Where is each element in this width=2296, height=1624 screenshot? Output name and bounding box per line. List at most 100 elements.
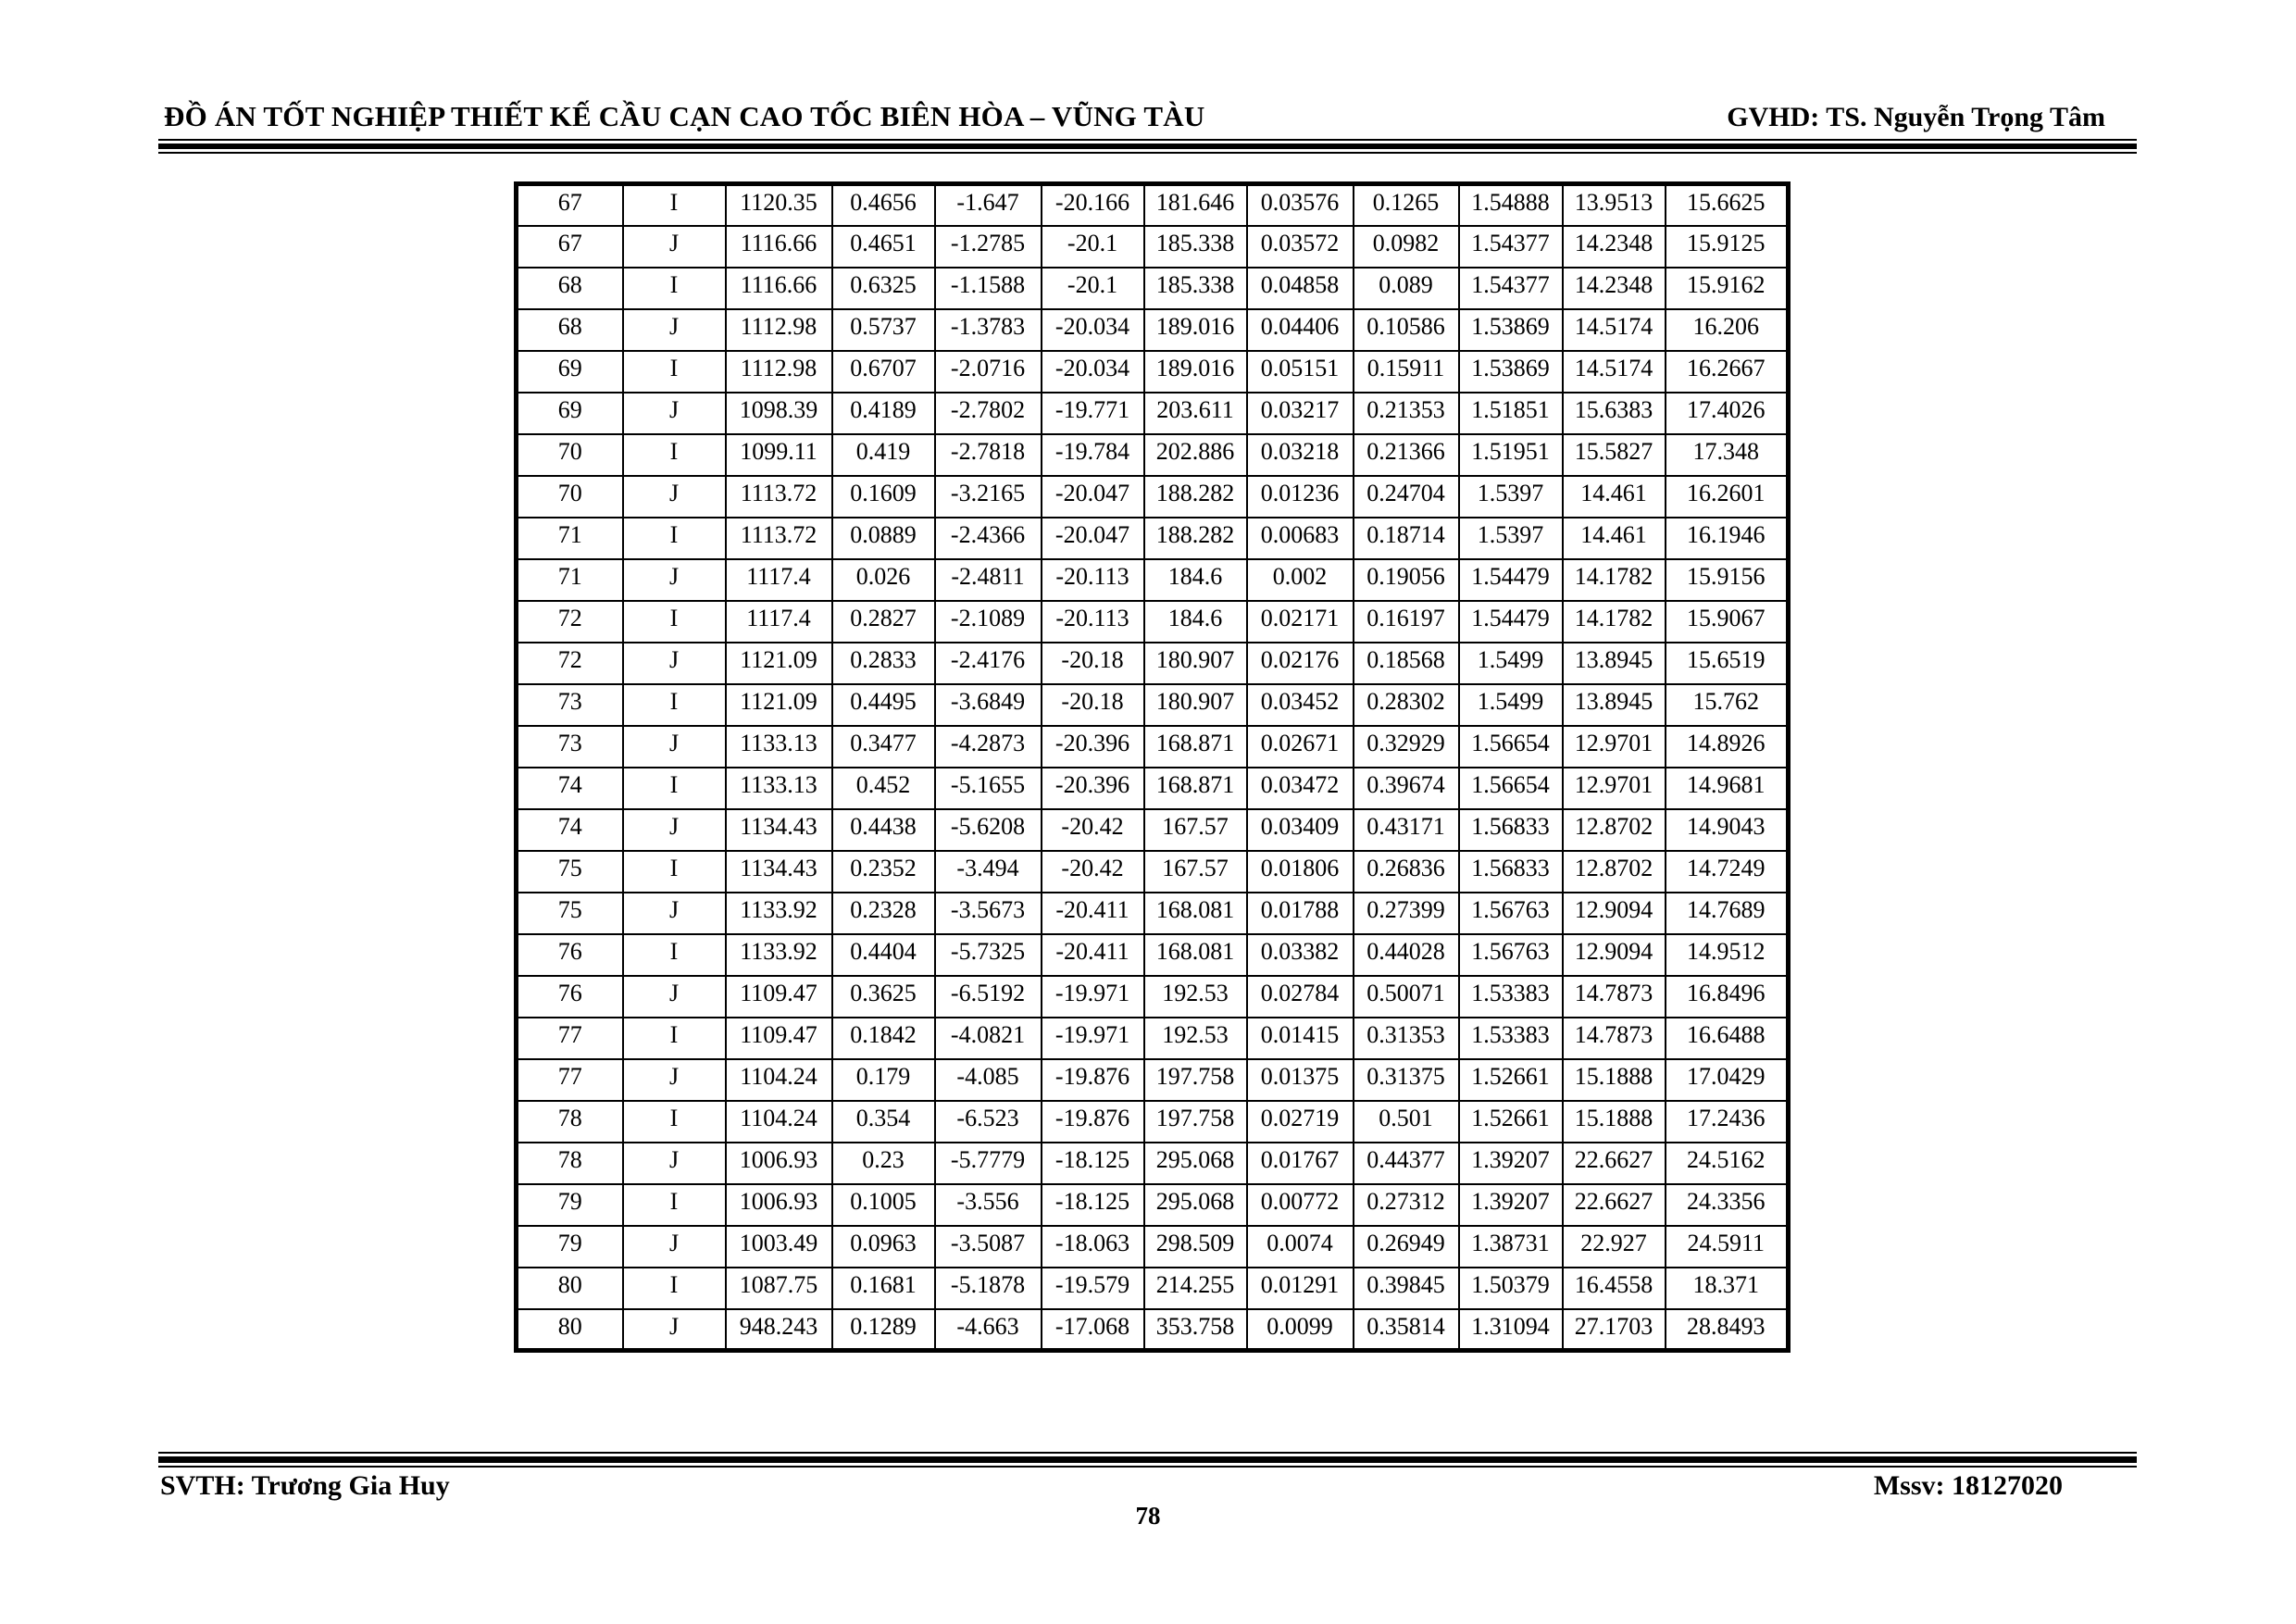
table-cell: 184.6 [1142, 599, 1248, 643]
table-cell: 180.907 [1142, 641, 1248, 685]
table-cell: J [621, 224, 727, 269]
header-rule-thin-bottom [158, 152, 2137, 154]
table-cell: 0.452 [830, 766, 936, 810]
table-cell: I [621, 1099, 727, 1143]
table-cell: 1.31094 [1457, 1307, 1564, 1352]
table-cell: -2.4176 [933, 641, 1042, 685]
table-cell: -2.4366 [933, 516, 1042, 560]
table-row: 72 J 1121.09 0.2833 -2.4176 -20.18 180.907 0.02… [515, 641, 1790, 685]
table-cell: 0.1681 [830, 1266, 936, 1310]
table-cell: 0.19056 [1352, 557, 1460, 602]
table-cell: -5.7779 [933, 1141, 1042, 1185]
table-cell: 184.6 [1142, 557, 1248, 602]
table-cell: 14.5174 [1561, 349, 1666, 394]
table-cell: -20.047 [1040, 516, 1145, 560]
table-row: 74 J 1134.43 0.4438 -5.6208 -20.42 167.57 0.034… [515, 807, 1790, 852]
table-cell: 1.5499 [1457, 682, 1564, 727]
table-cell: J [621, 474, 727, 518]
table-cell: 295.068 [1142, 1182, 1248, 1227]
table-cell: 1133.92 [724, 891, 833, 935]
table-cell: 0.4495 [830, 682, 936, 727]
table-cell: 0.04406 [1245, 307, 1354, 352]
table-cell: 0.43171 [1352, 807, 1460, 852]
table-cell: 80 [515, 1307, 624, 1352]
table-cell: I [621, 1182, 727, 1227]
table-cell: 1120.35 [724, 182, 833, 227]
table-cell: 71 [515, 557, 624, 602]
table-row: 77 I 1109.47 0.1842 -4.0821 -19.971 192.53 0.01… [515, 1016, 1790, 1060]
table-cell: 0.1289 [830, 1307, 936, 1352]
table-cell: 76 [515, 932, 624, 977]
table-cell: 1.54479 [1457, 599, 1564, 643]
table-cell: -19.876 [1040, 1057, 1145, 1102]
table-cell: 0.01788 [1245, 891, 1354, 935]
table-cell: 1.39207 [1457, 1182, 1564, 1227]
table-cell: I [621, 599, 727, 643]
footer-rule-thin-top [158, 1452, 2137, 1454]
table-cell: -19.771 [1040, 391, 1145, 435]
table-cell: J [621, 974, 727, 1018]
table-cell: -19.971 [1040, 1016, 1145, 1060]
table-cell: 0.03218 [1245, 432, 1354, 477]
table-cell: J [621, 724, 727, 768]
table-row: 67 J 1116.66 0.4651 -1.2785 -20.1 185.338 0.035… [515, 224, 1790, 269]
table-cell: 72 [515, 641, 624, 685]
table-cell: -2.7802 [933, 391, 1042, 435]
table-cell: 0.2827 [830, 599, 936, 643]
table-cell: 1.5499 [1457, 641, 1564, 685]
table-cell: I [621, 432, 727, 477]
table-cell: 0.03572 [1245, 224, 1354, 269]
table-cell: 0.05151 [1245, 349, 1354, 394]
table-cell: 75 [515, 891, 624, 935]
table-cell: 17.2436 [1664, 1099, 1790, 1143]
table-cell: 78 [515, 1099, 624, 1143]
table-cell: -17.068 [1040, 1307, 1145, 1352]
table-cell: 0.1609 [830, 474, 936, 518]
table-cell: 76 [515, 974, 624, 1018]
footer-rule-thin-bottom [158, 1466, 2137, 1468]
table-row: 67 I 1120.35 0.4656 -1.647 -20.166 181.646 0.03… [515, 182, 1790, 227]
table-cell: 1112.98 [724, 349, 833, 394]
table-cell: -3.2165 [933, 474, 1042, 518]
table-row: 79 J 1003.49 0.0963 -3.5087 -18.063 298.509 0.0… [515, 1224, 1790, 1268]
table-cell: 14.8926 [1664, 724, 1790, 768]
table-cell: 14.7689 [1664, 891, 1790, 935]
table-cell: 0.39845 [1352, 1266, 1460, 1310]
table-cell: 1104.24 [724, 1099, 833, 1143]
table-cell: 12.9094 [1561, 891, 1666, 935]
table-cell: 0.4656 [830, 182, 936, 227]
table-cell: 1133.13 [724, 724, 833, 768]
table-cell: -20.411 [1040, 932, 1145, 977]
table-cell: -20.18 [1040, 641, 1145, 685]
table-cell: I [621, 849, 727, 893]
table-cell: -4.663 [933, 1307, 1042, 1352]
table-cell: -2.4811 [933, 557, 1042, 602]
table-cell: 1134.43 [724, 849, 833, 893]
table-cell: I [621, 766, 727, 810]
table-cell: 69 [515, 391, 624, 435]
table-cell: -3.5673 [933, 891, 1042, 935]
table-cell: 1.54377 [1457, 266, 1564, 310]
table-cell: 14.9043 [1664, 807, 1790, 852]
table-cell: 0.0074 [1245, 1224, 1354, 1268]
table-cell: -20.113 [1040, 557, 1145, 602]
table-cell: 1006.93 [724, 1182, 833, 1227]
table-cell: -2.1089 [933, 599, 1042, 643]
table-cell: 180.907 [1142, 682, 1248, 727]
student-id-label: Mssv: 18127020 [1873, 1470, 2063, 1501]
table-cell: 14.2348 [1561, 224, 1666, 269]
table-cell: 1117.4 [724, 599, 833, 643]
table-cell: 0.3625 [830, 974, 936, 1018]
table-cell: 16.8496 [1664, 974, 1790, 1018]
table-cell: 0.50071 [1352, 974, 1460, 1018]
table-cell: 0.002 [1245, 557, 1354, 602]
table-cell: I [621, 182, 727, 227]
table-cell: 15.5827 [1561, 432, 1666, 477]
table-cell: 0.44377 [1352, 1141, 1460, 1185]
table-cell: 16.206 [1664, 307, 1790, 352]
table-cell: 0.03576 [1245, 182, 1354, 227]
table-row: 79 I 1006.93 0.1005 -3.556 -18.125 295.068 0.00… [515, 1182, 1790, 1227]
table-cell: 1.53383 [1457, 1016, 1564, 1060]
table-cell: J [621, 391, 727, 435]
table-cell: 1109.47 [724, 974, 833, 1018]
